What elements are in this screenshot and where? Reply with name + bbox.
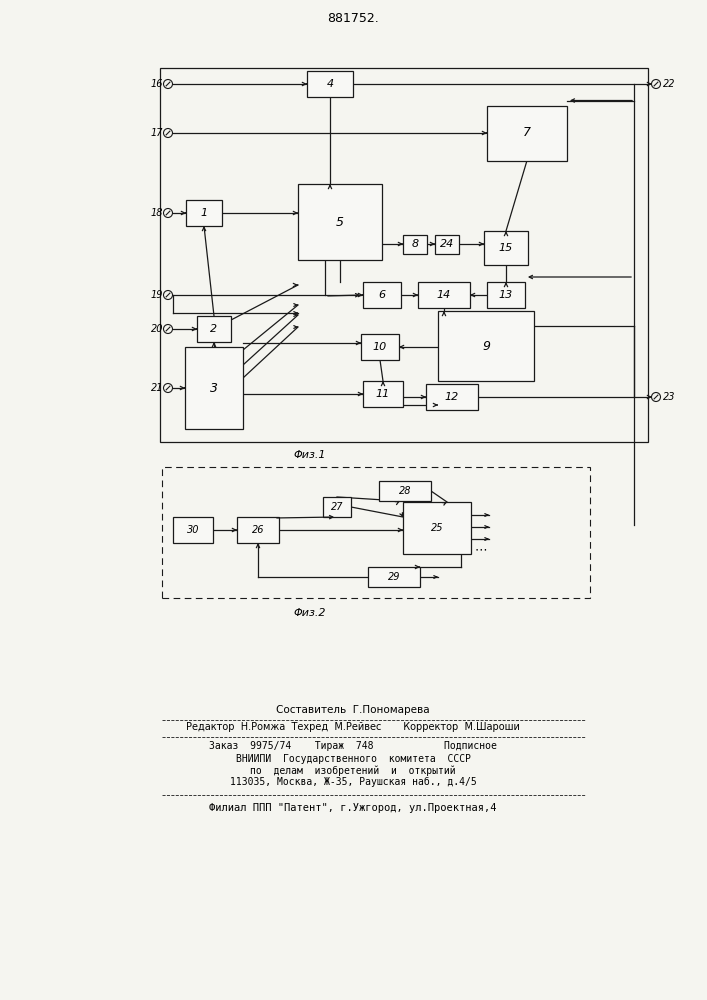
Bar <box>162 467 590 598</box>
Bar <box>173 517 213 543</box>
Text: 28: 28 <box>399 486 411 496</box>
Text: 20: 20 <box>151 324 163 334</box>
Text: по  делам  изобретений  и  открытий: по делам изобретений и открытий <box>250 766 456 776</box>
Text: 24: 24 <box>440 239 454 249</box>
Text: 29: 29 <box>387 572 400 582</box>
Bar <box>237 517 279 543</box>
Bar <box>438 311 534 381</box>
Text: 25: 25 <box>431 523 443 533</box>
Text: 22: 22 <box>663 79 675 89</box>
Bar <box>487 282 525 308</box>
Text: ВНИИПИ  Государственного  комитета  СССР: ВНИИПИ Государственного комитета СССР <box>235 754 470 764</box>
Text: 3: 3 <box>210 381 218 394</box>
Text: 17: 17 <box>151 128 163 138</box>
Text: Филиал ППП "Патент", г.Ужгород, ул.Проектная,4: Филиал ППП "Патент", г.Ужгород, ул.Проек… <box>209 803 497 813</box>
Text: 4: 4 <box>327 79 334 89</box>
Bar <box>361 334 399 360</box>
Bar <box>403 234 427 253</box>
Bar <box>379 481 431 501</box>
Text: 12: 12 <box>445 392 459 402</box>
Bar <box>368 567 420 587</box>
Text: 5: 5 <box>336 216 344 229</box>
Text: Φиз.1: Φиз.1 <box>293 450 326 460</box>
Text: Редактор  Н.Ромжа  Техред  М.Рейвес       Корректор  М.Шароши: Редактор Н.Ромжа Техред М.Рейвес Коррект… <box>186 722 520 732</box>
Text: 11: 11 <box>376 389 390 399</box>
Text: 16: 16 <box>151 79 163 89</box>
Text: 2: 2 <box>211 324 218 334</box>
Text: 26: 26 <box>252 525 264 535</box>
Bar <box>307 71 353 97</box>
Text: 14: 14 <box>437 290 451 300</box>
Text: Составитель  Г.Пономарева: Составитель Г.Пономарева <box>276 705 430 715</box>
Text: 6: 6 <box>378 290 385 300</box>
Text: 23: 23 <box>663 392 675 402</box>
Text: Заказ  9975/74    Тираж  748            Подписное: Заказ 9975/74 Тираж 748 Подписное <box>209 741 497 751</box>
Text: 7: 7 <box>523 126 531 139</box>
Text: ⋯: ⋯ <box>474 544 487 556</box>
Bar <box>160 68 648 442</box>
Bar <box>323 497 351 517</box>
Bar <box>487 105 567 160</box>
Text: Φиз.2: Φиз.2 <box>293 608 326 618</box>
Bar <box>484 231 528 265</box>
Text: 1: 1 <box>201 208 208 218</box>
Text: 113035, Москва, Ж-35, Раушская наб., д.4/5: 113035, Москва, Ж-35, Раушская наб., д.4… <box>230 777 477 787</box>
Bar <box>186 200 222 226</box>
Bar <box>435 234 459 253</box>
Text: 15: 15 <box>499 243 513 253</box>
Bar <box>197 316 231 342</box>
Text: 19: 19 <box>151 290 163 300</box>
Text: 18: 18 <box>151 208 163 218</box>
Text: 9: 9 <box>482 340 490 353</box>
Text: 27: 27 <box>331 502 344 512</box>
Text: 21: 21 <box>151 383 163 393</box>
Text: 30: 30 <box>187 525 199 535</box>
Bar <box>418 282 470 308</box>
Bar <box>298 184 382 260</box>
Bar <box>403 502 471 554</box>
Text: 10: 10 <box>373 342 387 352</box>
Text: 881752.: 881752. <box>327 11 379 24</box>
Bar <box>185 347 243 429</box>
Text: 8: 8 <box>411 239 419 249</box>
Bar <box>363 282 401 308</box>
Bar <box>426 384 478 410</box>
Bar <box>363 381 403 407</box>
Text: 13: 13 <box>499 290 513 300</box>
